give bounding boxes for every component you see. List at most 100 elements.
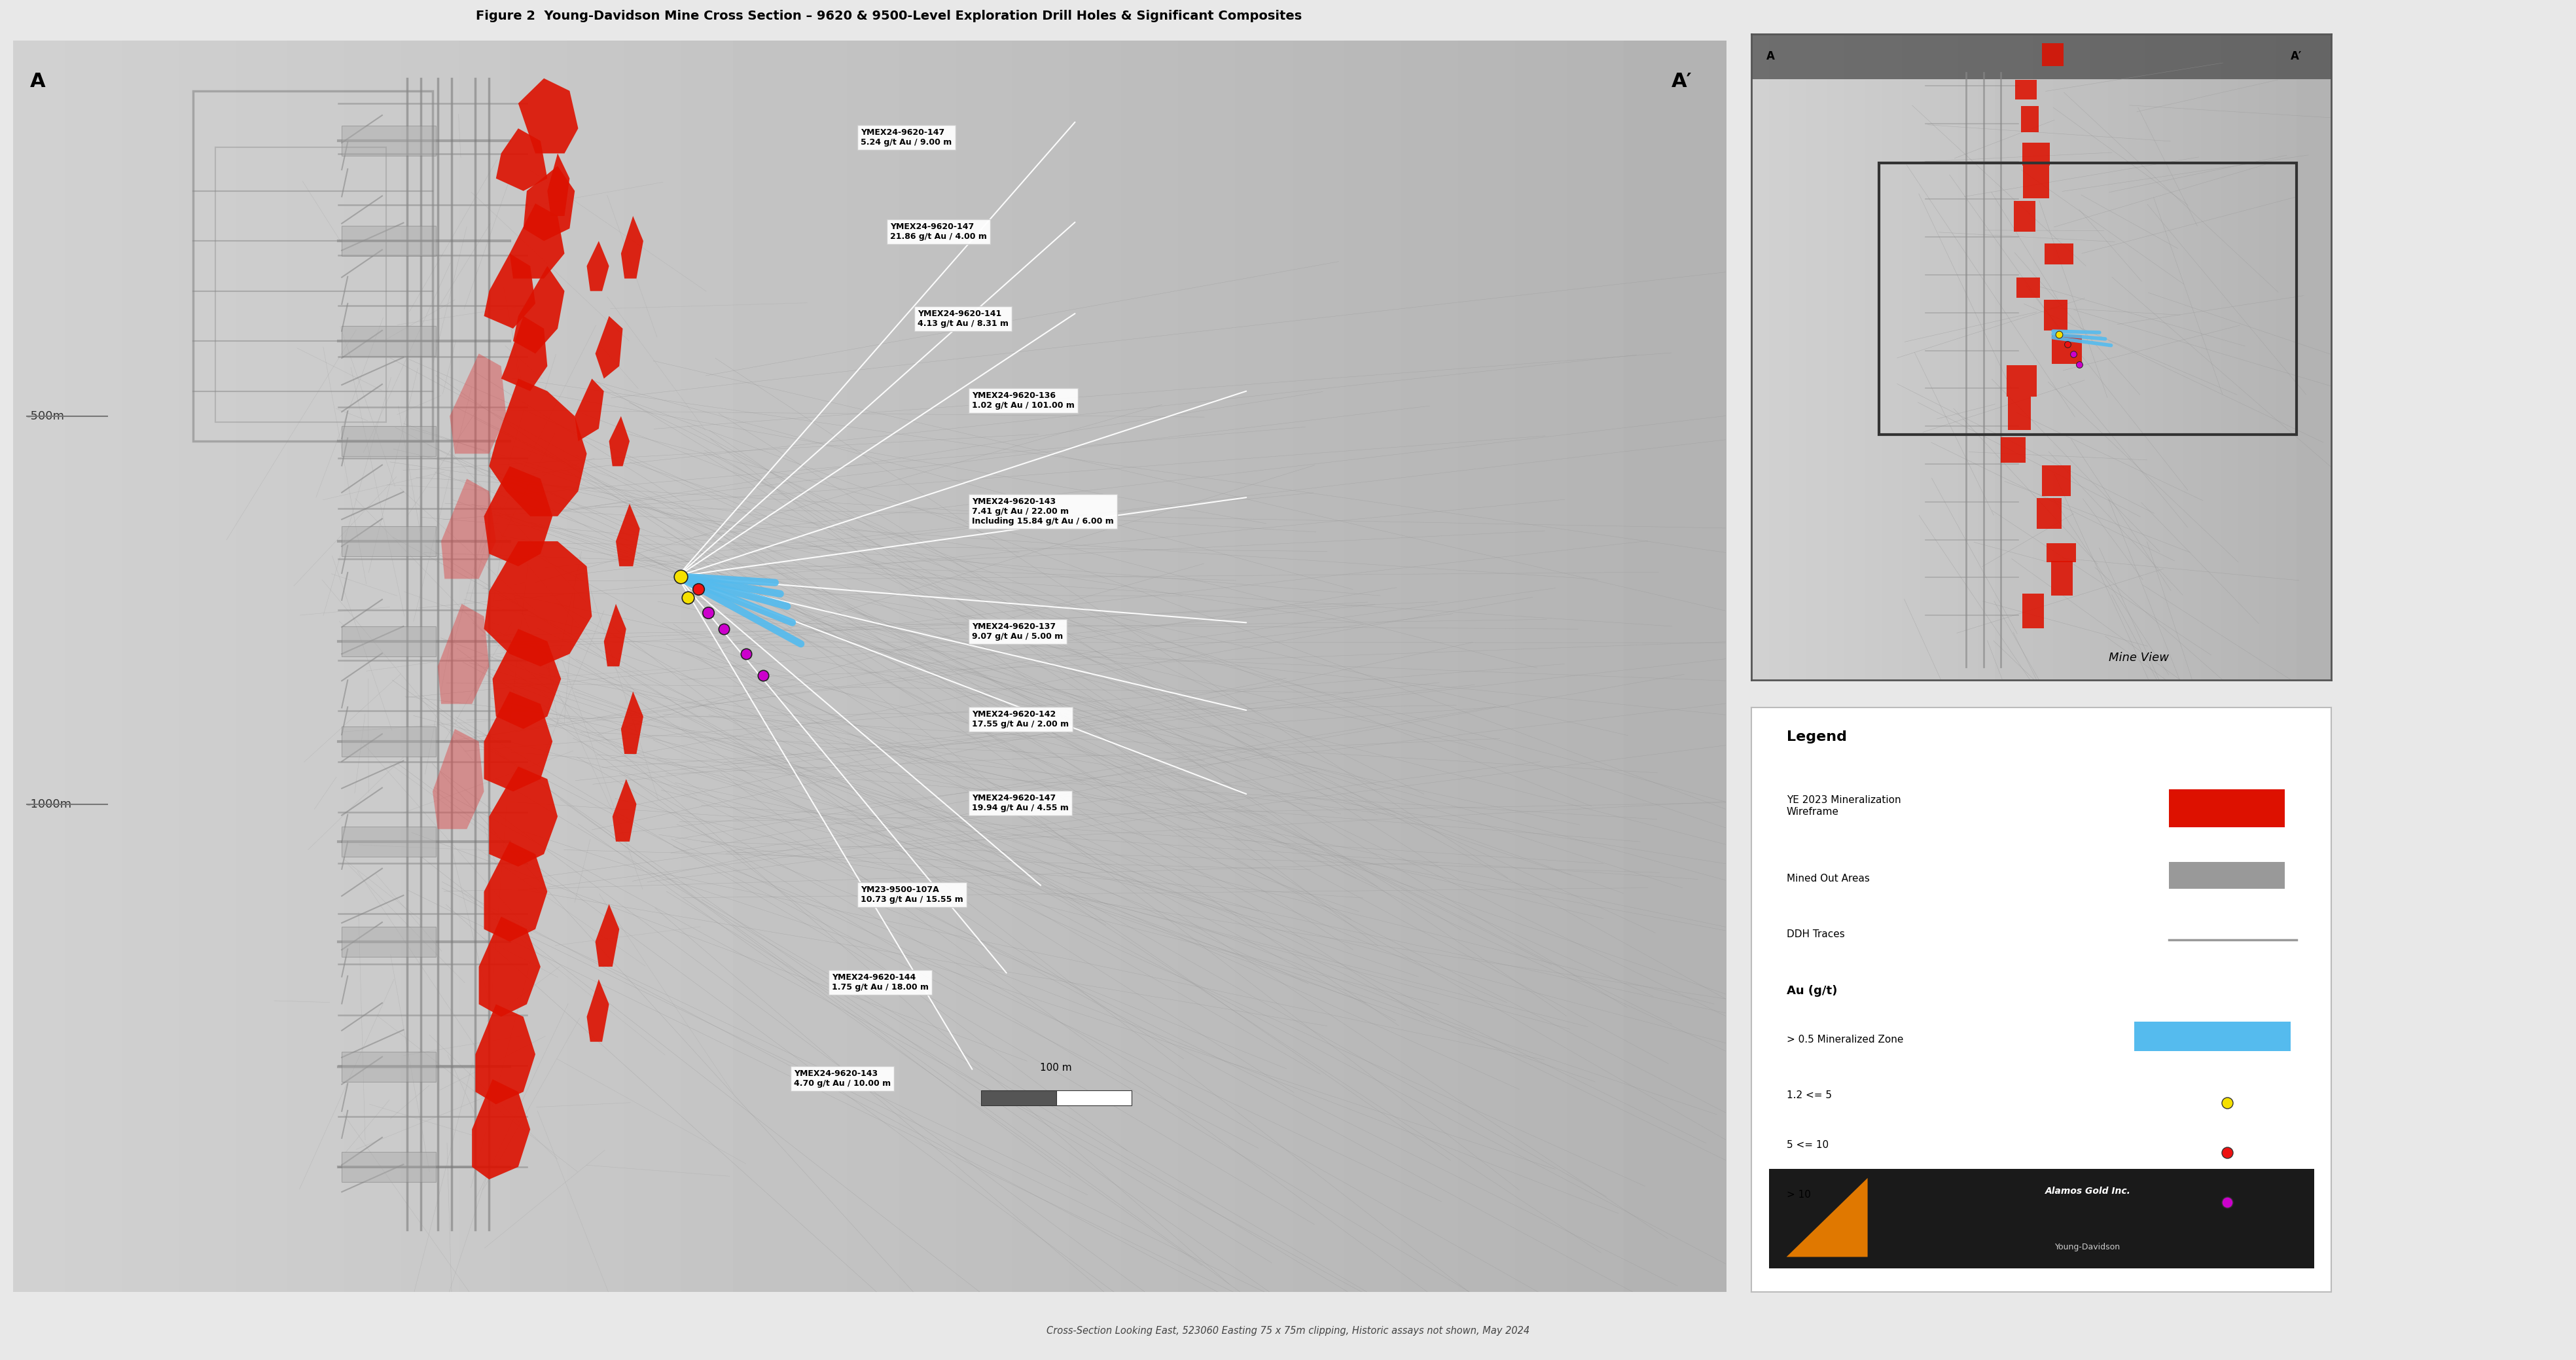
Polygon shape [595, 316, 623, 378]
Polygon shape [489, 378, 587, 517]
Polygon shape [484, 253, 536, 329]
Bar [343, 1152, 435, 1182]
Text: Mined Out Areas: Mined Out Areas [1788, 874, 1870, 884]
Bar [343, 126, 435, 156]
Text: YMEX24-9620-143
4.70 g/t Au / 10.00 m: YMEX24-9620-143 4.70 g/t Au / 10.00 m [793, 1069, 891, 1088]
Text: DDH Traces: DDH Traces [1788, 929, 1844, 940]
Polygon shape [484, 842, 546, 941]
Polygon shape [510, 204, 564, 279]
Text: YE 2023 Mineralization
Wireframe: YE 2023 Mineralization Wireframe [1788, 794, 1901, 817]
Polygon shape [484, 541, 592, 666]
Bar [2048, 544, 2076, 562]
Polygon shape [489, 767, 556, 866]
Bar [1752, 34, 2331, 79]
Polygon shape [451, 354, 507, 454]
Polygon shape [484, 466, 551, 566]
Text: YMEX24-9620-147
19.94 g/t Au / 4.55 m: YMEX24-9620-147 19.94 g/t Au / 4.55 m [971, 794, 1069, 812]
Polygon shape [1788, 1178, 1868, 1257]
Text: Alamos Gold Inc.: Alamos Gold Inc. [2045, 1187, 2130, 1195]
Point [2205, 1092, 2246, 1114]
Bar [343, 726, 435, 756]
Text: Legend: Legend [1788, 730, 1847, 744]
Polygon shape [603, 604, 626, 666]
Text: A′: A′ [1672, 72, 1692, 91]
Text: 5 <= 10: 5 <= 10 [1788, 1140, 1829, 1149]
Point [2205, 1142, 2246, 1164]
Bar [1770, 1170, 2313, 1269]
Polygon shape [587, 979, 608, 1042]
Bar [193, 91, 433, 441]
Polygon shape [523, 166, 574, 241]
Polygon shape [608, 416, 629, 466]
Bar [2007, 364, 2038, 397]
Text: YMEX24-9620-137
9.07 g/t Au / 5.00 m: YMEX24-9620-137 9.07 g/t Au / 5.00 m [971, 623, 1064, 641]
Bar [2022, 166, 2048, 199]
Text: Mine View: Mine View [2110, 651, 2169, 664]
Polygon shape [492, 628, 562, 729]
Polygon shape [471, 1080, 531, 1179]
Polygon shape [574, 378, 603, 441]
Bar [343, 426, 435, 456]
Text: Figure 2  Young-Davidson Mine Cross Section – 9620 & 9500-Level Exploration Dril: Figure 2 Young-Davidson Mine Cross Secti… [477, 10, 1301, 22]
Text: A: A [31, 72, 46, 91]
Bar [343, 326, 435, 356]
Point [2038, 324, 2079, 345]
Text: YM23-9500-107A
10.73 g/t Au / 15.55 m: YM23-9500-107A 10.73 g/t Au / 15.55 m [860, 885, 963, 903]
Text: YMEX24-9620-141
4.13 g/t Au / 8.31 m: YMEX24-9620-141 4.13 g/t Au / 8.31 m [917, 310, 1007, 328]
Polygon shape [502, 316, 546, 392]
Text: > 10: > 10 [1788, 1190, 1811, 1200]
Bar [343, 526, 435, 556]
Polygon shape [479, 917, 541, 1017]
Bar [2017, 277, 2040, 298]
Point [726, 643, 768, 665]
Bar [2050, 560, 2074, 596]
Text: YMEX24-9620-147
21.86 g/t Au / 4.00 m: YMEX24-9620-147 21.86 g/t Au / 4.00 m [889, 222, 987, 241]
Bar [2045, 243, 2074, 265]
Bar [1056, 1091, 1131, 1106]
Point [2058, 354, 2099, 375]
Polygon shape [587, 241, 608, 291]
Text: 100 m: 100 m [1041, 1062, 1072, 1073]
Bar [343, 926, 435, 956]
Polygon shape [621, 691, 644, 753]
Bar [2014, 80, 2038, 99]
Polygon shape [621, 216, 644, 279]
Polygon shape [477, 1004, 536, 1104]
Point [742, 664, 783, 685]
Bar [214, 147, 386, 423]
Text: A′: A′ [2290, 50, 2303, 63]
Polygon shape [595, 904, 618, 967]
Bar [2014, 201, 2035, 231]
Bar [981, 1091, 1056, 1106]
Bar [2022, 143, 2050, 166]
Point [667, 586, 708, 608]
Bar [2007, 397, 2030, 430]
Bar [343, 827, 435, 857]
Polygon shape [518, 79, 577, 154]
Text: YMEX24-9620-143
7.41 g/t Au / 22.00 m
Including 15.84 g/t Au / 6.00 m: YMEX24-9620-143 7.41 g/t Au / 22.00 m In… [971, 498, 1113, 525]
Polygon shape [484, 691, 551, 792]
Bar [343, 1051, 435, 1081]
Bar [2169, 862, 2285, 888]
Bar [2043, 301, 2069, 330]
Bar [2043, 44, 2063, 67]
Bar [2133, 1021, 2290, 1051]
Text: Au (g/t): Au (g/t) [1788, 985, 1837, 997]
Polygon shape [440, 479, 497, 579]
Polygon shape [616, 503, 639, 566]
Polygon shape [497, 128, 546, 190]
Text: YMEX24-9620-136
1.02 g/t Au / 101.00 m: YMEX24-9620-136 1.02 g/t Au / 101.00 m [971, 392, 1074, 409]
Text: YMEX24-9620-144
1.75 g/t Au / 18.00 m: YMEX24-9620-144 1.75 g/t Au / 18.00 m [832, 972, 927, 991]
Bar [2022, 593, 2043, 628]
Text: A: A [1767, 50, 1775, 63]
Text: YMEX24-9620-142
17.55 g/t Au / 2.00 m: YMEX24-9620-142 17.55 g/t Au / 2.00 m [971, 710, 1069, 729]
Bar [343, 627, 435, 657]
Polygon shape [546, 154, 569, 216]
Text: 1.2 <= 5: 1.2 <= 5 [1788, 1091, 1832, 1100]
Text: YMEX24-9620-147
5.24 g/t Au / 9.00 m: YMEX24-9620-147 5.24 g/t Au / 9.00 m [860, 128, 953, 147]
Text: -500m: -500m [26, 411, 64, 422]
Text: Cross-Section Looking East, 523060 Easting 75 x 75m clipping, Historic assays no: Cross-Section Looking East, 523060 Easti… [1046, 1326, 1530, 1336]
Polygon shape [433, 729, 484, 830]
Point [2205, 1191, 2246, 1213]
Bar [2022, 106, 2038, 132]
